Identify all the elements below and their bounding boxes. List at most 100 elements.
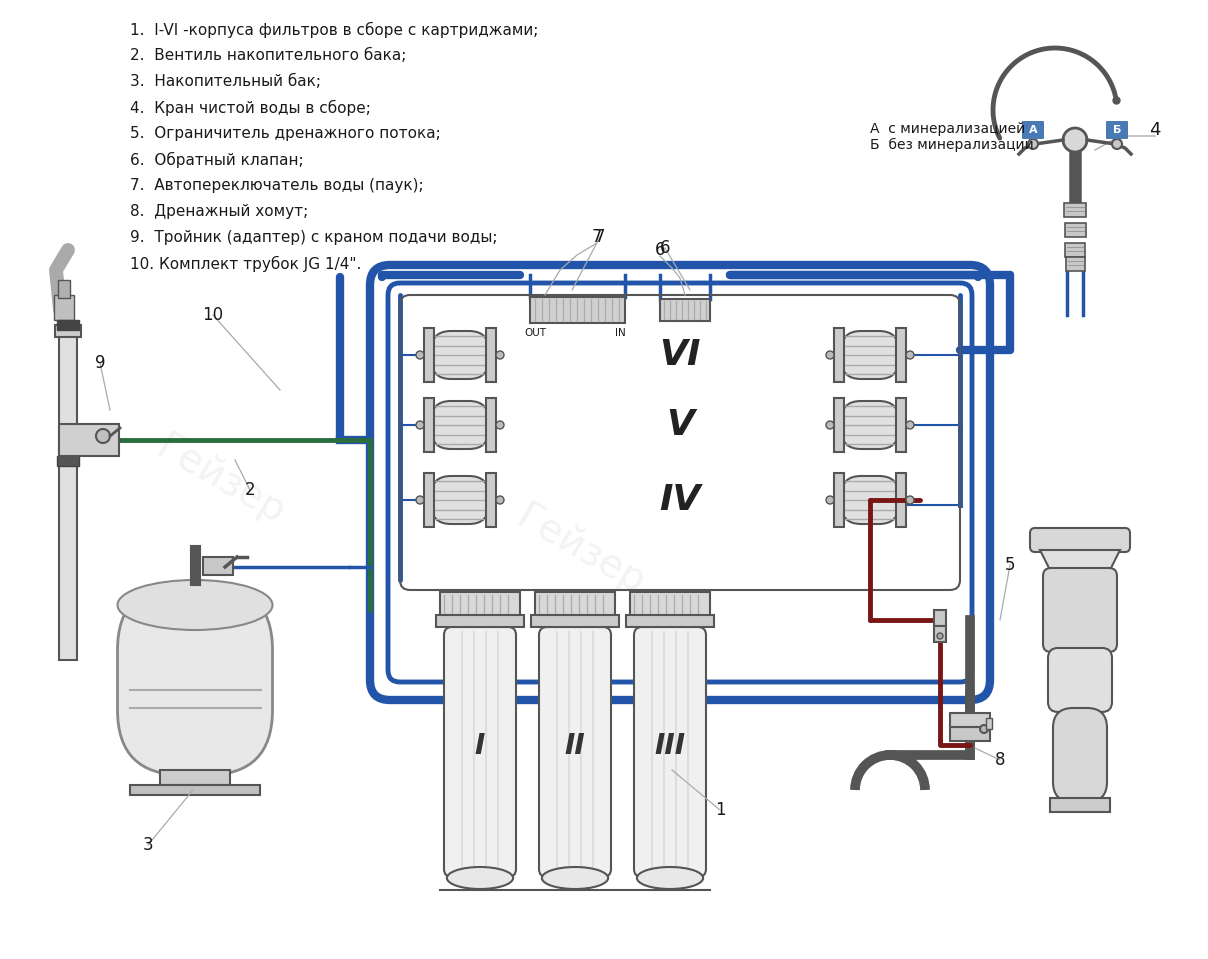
Bar	[834, 398, 844, 452]
Circle shape	[826, 496, 834, 504]
Bar	[486, 398, 496, 452]
Bar	[130, 785, 260, 795]
Circle shape	[937, 633, 943, 639]
Circle shape	[496, 496, 504, 504]
Circle shape	[906, 496, 914, 504]
Text: Б  без минерализации: Б без минерализации	[870, 138, 1034, 152]
Bar	[934, 610, 946, 626]
Bar	[896, 398, 906, 452]
FancyBboxPatch shape	[539, 627, 611, 877]
Text: 7: 7	[594, 228, 605, 246]
Text: VI: VI	[660, 338, 701, 372]
Ellipse shape	[542, 867, 608, 889]
Bar	[896, 328, 906, 382]
Ellipse shape	[637, 867, 703, 889]
Circle shape	[416, 351, 424, 359]
Bar	[1064, 223, 1086, 237]
Text: OUT: OUT	[524, 328, 546, 338]
FancyBboxPatch shape	[841, 476, 899, 524]
Bar	[57, 320, 79, 330]
Circle shape	[826, 351, 834, 359]
FancyBboxPatch shape	[1049, 648, 1113, 712]
Text: 1: 1	[715, 801, 725, 819]
Text: II: II	[564, 732, 586, 760]
Bar	[1050, 798, 1110, 812]
Text: Гейзер: Гейзер	[149, 428, 291, 532]
Bar	[834, 328, 844, 382]
FancyBboxPatch shape	[117, 585, 273, 775]
FancyBboxPatch shape	[1107, 121, 1128, 139]
Bar	[57, 456, 79, 466]
FancyBboxPatch shape	[431, 331, 489, 379]
Text: 10. Комплект трубок JG 1/4".: 10. Комплект трубок JG 1/4".	[130, 256, 361, 272]
Bar	[986, 718, 992, 729]
Bar	[424, 328, 434, 382]
Bar	[631, 592, 710, 620]
Bar	[535, 592, 615, 620]
Text: 8: 8	[994, 751, 1005, 769]
FancyBboxPatch shape	[841, 331, 899, 379]
Ellipse shape	[117, 580, 273, 630]
FancyBboxPatch shape	[431, 401, 489, 449]
Text: 8.  Дренажный хомут;: 8. Дренажный хомут;	[130, 204, 308, 219]
Bar	[1065, 243, 1085, 257]
Bar	[59, 424, 120, 456]
Bar	[486, 473, 496, 527]
Bar	[1065, 257, 1085, 271]
FancyBboxPatch shape	[1022, 121, 1044, 139]
Text: Б: Б	[1113, 125, 1121, 135]
Text: 5.  Ограничитель дренажного потока;: 5. Ограничитель дренажного потока;	[130, 126, 441, 141]
FancyBboxPatch shape	[1030, 528, 1129, 552]
Text: 1.  I-VI -корпуса фильтров в сборе с картриджами;: 1. I-VI -корпуса фильтров в сборе с карт…	[130, 22, 539, 38]
Bar	[934, 626, 946, 642]
Bar	[54, 295, 74, 320]
Ellipse shape	[447, 867, 513, 889]
FancyBboxPatch shape	[841, 401, 899, 449]
Text: 10: 10	[203, 306, 223, 324]
Text: 2.  Вентиль накопительного бака;: 2. Вентиль накопительного бака;	[130, 48, 406, 63]
FancyBboxPatch shape	[1043, 568, 1117, 652]
Bar	[159, 770, 230, 785]
Text: А: А	[1029, 125, 1038, 135]
FancyBboxPatch shape	[445, 627, 516, 877]
Text: 6.  Обратный клапан;: 6. Обратный клапан;	[130, 152, 303, 168]
Bar	[424, 398, 434, 452]
Circle shape	[906, 351, 914, 359]
Polygon shape	[1040, 550, 1120, 570]
Bar	[1064, 203, 1086, 217]
Text: 9: 9	[94, 354, 105, 372]
Circle shape	[980, 725, 988, 733]
Bar	[949, 713, 991, 727]
Circle shape	[906, 421, 914, 429]
Circle shape	[826, 421, 834, 429]
Text: 4: 4	[1149, 121, 1161, 139]
Text: 7.  Автопереключатель воды (паук);: 7. Автопереключатель воды (паук);	[130, 178, 424, 193]
Bar	[949, 727, 991, 741]
Bar	[59, 330, 77, 660]
Circle shape	[496, 421, 504, 429]
Circle shape	[1063, 128, 1087, 152]
Text: 9.  Тройник (адаптер) с краном подачи воды;: 9. Тройник (адаптер) с краном подачи вод…	[130, 230, 498, 245]
Text: 3: 3	[143, 836, 153, 854]
Text: IV: IV	[660, 483, 701, 517]
Text: III: III	[655, 732, 686, 760]
Circle shape	[416, 496, 424, 504]
Text: 4.  Кран чистой воды в сборе;: 4. Кран чистой воды в сборе;	[130, 100, 371, 116]
Circle shape	[1028, 139, 1038, 149]
Bar	[834, 473, 844, 527]
Circle shape	[95, 429, 110, 443]
Circle shape	[496, 351, 504, 359]
Text: А  с минерализацией: А с минерализацией	[870, 122, 1026, 136]
Text: 6: 6	[655, 241, 666, 259]
Bar	[203, 557, 233, 575]
Bar	[56, 325, 81, 337]
Bar	[436, 615, 524, 627]
Bar	[530, 297, 625, 323]
FancyBboxPatch shape	[431, 476, 489, 524]
Text: Гейзер: Гейзер	[509, 498, 651, 602]
FancyBboxPatch shape	[634, 627, 705, 877]
Bar	[424, 473, 434, 527]
Text: 5: 5	[1005, 556, 1015, 574]
Text: 6: 6	[660, 239, 670, 257]
Bar	[626, 615, 714, 627]
